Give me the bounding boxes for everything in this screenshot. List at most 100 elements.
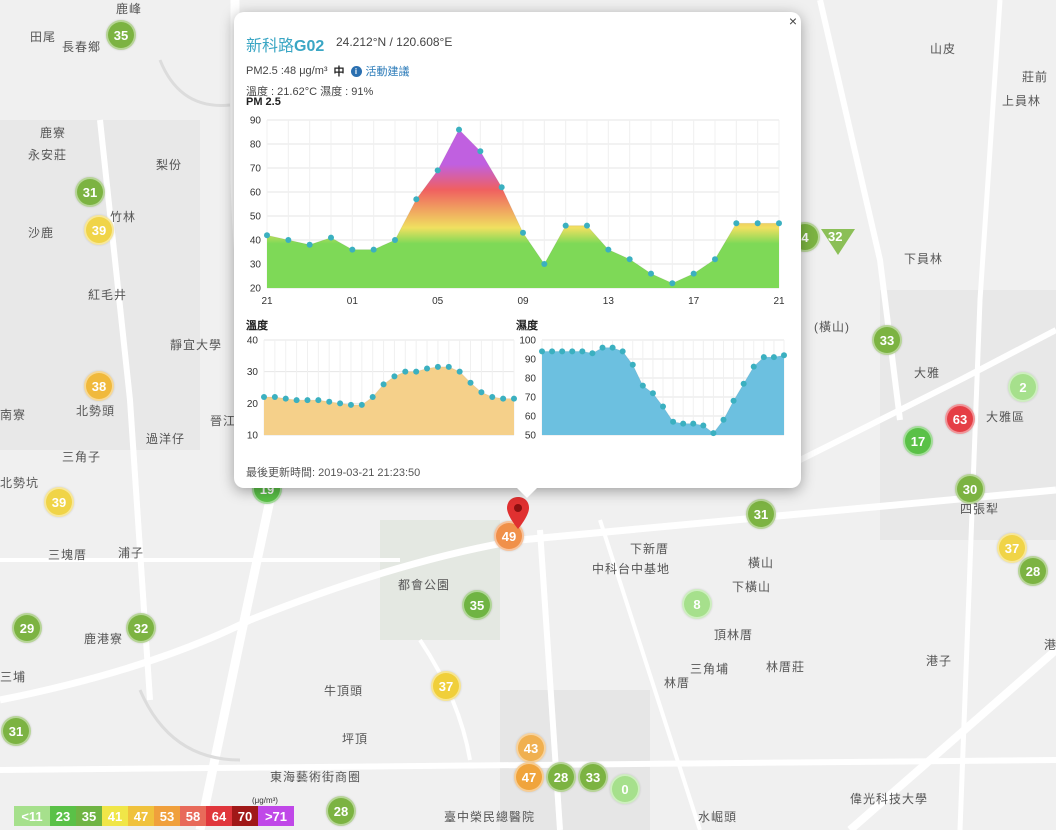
station-marker[interactable]: 63 [945, 404, 975, 434]
data-point [539, 348, 545, 355]
place-label: 田尾 [30, 30, 57, 44]
station-popup: × 新科路G02 24.212°N / 120.608°E PM2.5 :48 … [234, 12, 801, 498]
station-marker[interactable]: 17 [903, 426, 933, 456]
last-updated: 最後更新時間: 2019-03-21 21:23:50 [246, 467, 421, 479]
data-point [391, 373, 398, 380]
data-point [500, 395, 507, 402]
station-marker[interactable]: 37 [997, 533, 1027, 563]
station-code: G02 [294, 38, 325, 55]
station-marker[interactable]: 33 [578, 762, 608, 792]
triangle-marker-value: 32 [828, 229, 843, 244]
station-marker-triangle[interactable] [821, 229, 855, 255]
data-point [760, 354, 767, 361]
place-label: 沙鹿 [28, 226, 55, 240]
data-point [712, 256, 718, 263]
station-marker[interactable]: 37 [431, 671, 461, 701]
place-label: 林厝莊 [766, 660, 806, 674]
data-point [754, 220, 761, 227]
pm-value: PM2.5 :48 μg/m³ [246, 65, 328, 77]
data-point [261, 394, 267, 400]
legend-item: <11 [14, 806, 50, 826]
place-label: 坪頂 [342, 732, 369, 746]
temp-humidity: 溫度 : 21.62°C 濕度 : 91% [246, 86, 374, 98]
station-marker[interactable]: 29 [12, 613, 42, 643]
station-marker[interactable]: 8 [682, 589, 712, 619]
station-marker-value: 39 [51, 494, 67, 510]
data-point [349, 246, 356, 253]
station-marker[interactable]: 31 [746, 499, 776, 529]
x-tick-label: 21 [261, 296, 273, 307]
y-tick-label: 10 [247, 431, 259, 442]
data-point [282, 395, 289, 402]
place-label: 大雅區 [986, 410, 1026, 424]
station-marker[interactable]: 31 [1, 716, 31, 746]
place-label: 頂林厝 [714, 628, 754, 642]
place-label: 莊前 [1022, 70, 1049, 84]
place-label: 鹿峰 [116, 2, 143, 16]
station-marker[interactable]: 39 [44, 487, 74, 517]
y-tick-label: 30 [247, 367, 259, 378]
place-label: 竹林 [110, 210, 137, 224]
station-marker-value: 63 [952, 411, 968, 427]
station-marker[interactable]: 33 [872, 325, 902, 355]
x-tick-label: 13 [603, 296, 615, 307]
legend-item: 64 [206, 806, 232, 826]
data-point [413, 196, 420, 203]
data-point [660, 403, 666, 410]
x-tick-label: 09 [517, 296, 529, 307]
close-icon[interactable]: × [788, 13, 797, 29]
station-marker[interactable]: 38 [84, 371, 114, 401]
place-label: 港子 [926, 654, 953, 668]
data-point [285, 237, 292, 243]
station-marker[interactable]: 0 [610, 774, 640, 804]
data-point [456, 368, 463, 375]
data-point [680, 420, 687, 427]
station-marker-value: 28 [333, 803, 349, 819]
location-pin-icon[interactable] [506, 496, 530, 530]
data-point [264, 232, 270, 239]
station-marker-value: 39 [91, 222, 107, 238]
station-marker-value: 28 [1025, 563, 1041, 579]
station-marker-value: 31 [8, 723, 24, 739]
station-marker[interactable]: 2 [1008, 372, 1038, 402]
data-point [413, 368, 420, 375]
station-marker[interactable]: 47 [514, 762, 544, 792]
data-point [750, 363, 757, 370]
popup-tip [516, 487, 538, 498]
place-label: 南寮 [0, 408, 27, 422]
station-marker[interactable]: 28 [1018, 556, 1048, 586]
data-point [478, 389, 485, 396]
station-marker[interactable]: 39 [84, 215, 114, 245]
station-marker[interactable]: 32 [126, 613, 156, 643]
station-marker[interactable]: 43 [516, 733, 546, 763]
series-area [267, 129, 779, 288]
place-label: 偉光科技大學 [850, 792, 929, 806]
place-label: 下橫山 [732, 580, 772, 594]
legend-item: 41 [102, 806, 128, 826]
data-point [520, 229, 526, 236]
station-name: 新科路G02 [246, 38, 325, 55]
station-marker-value: 35 [469, 597, 485, 613]
station-marker-value: 49 [501, 528, 517, 544]
station-marker-value: 28 [553, 769, 569, 785]
place-label: 北勢坑 [0, 476, 40, 490]
place-label: 三角埔 [690, 662, 730, 676]
place-label: 下新厝 [630, 542, 670, 556]
station-marker-value: 33 [879, 332, 895, 348]
data-point [589, 350, 596, 357]
place-label: 三塊厝 [48, 548, 88, 562]
data-point [670, 418, 677, 425]
station-marker[interactable]: 31 [75, 177, 105, 207]
station-marker[interactable]: 28 [326, 796, 356, 826]
humidity-chart-title: 濕度 [516, 320, 538, 332]
data-point [700, 422, 707, 429]
station-marker[interactable]: 35 [462, 590, 492, 620]
x-tick-label: 17 [688, 296, 700, 307]
station-marker[interactable]: 35 [106, 20, 136, 50]
data-point [541, 261, 548, 267]
station-marker[interactable]: 28 [546, 762, 576, 792]
place-label: 橫山 [748, 556, 775, 570]
activity-advice-link[interactable]: i 活動建議 [350, 63, 410, 79]
station-marker[interactable]: 30 [955, 474, 985, 504]
data-point [328, 234, 334, 241]
